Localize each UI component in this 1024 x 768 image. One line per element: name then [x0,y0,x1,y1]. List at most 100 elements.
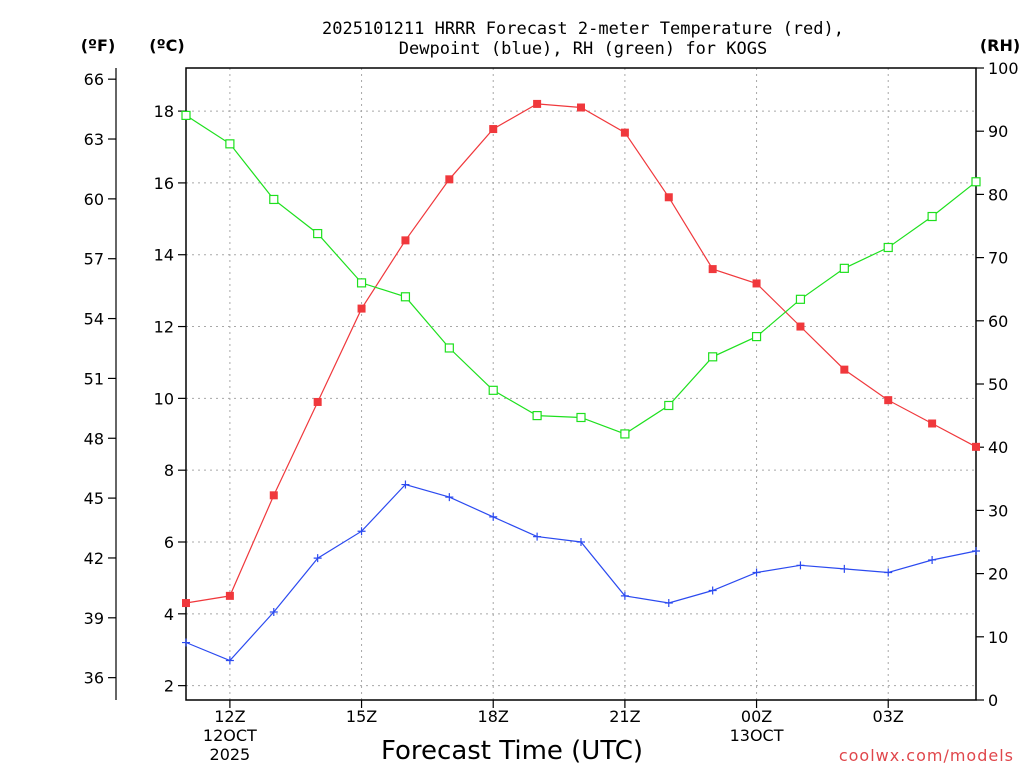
temperature-point [533,99,542,108]
time-tick-label: 03Z [873,707,904,726]
fahrenheit-tick-label: 36 [84,669,104,688]
time-tick-label: 12Z [214,707,245,726]
temperature-point [357,304,366,313]
rh-point [269,194,279,205]
celsius-unit-label: (ºC) [149,36,184,55]
rh-point [839,263,849,273]
time-tick-label: 18Z [478,707,509,726]
rh-tick-label: 80 [988,185,1008,204]
rh-point [488,385,498,395]
celsius-tick-label: 2 [164,677,174,696]
dewpoint-point [840,564,849,573]
celsius-tick-label: 14 [154,246,174,265]
data-series [181,99,981,665]
temperature-point [577,103,585,112]
rh-tick-label: 20 [988,565,1008,584]
temperature-point [884,396,893,405]
rh-point [620,429,630,439]
rh-tick-label: 10 [988,628,1008,647]
temperature-line [185,103,977,604]
fahrenheit-tick-label: 48 [84,429,104,448]
celsius-tick-label: 8 [164,461,174,480]
rh-tick-label: 70 [988,249,1008,268]
rh-point [971,177,981,187]
rh-point [356,278,367,288]
rh-point [664,400,674,411]
temperature-point [401,236,410,245]
x-axis-label: Forecast Time (UTC) [381,736,643,766]
grid-lines [186,68,976,700]
rh-point [225,139,235,149]
temperature-point [313,397,322,406]
temperature-point [752,279,761,288]
chart-title: 2025101211 HRRR Forecast 2-meter Tempera… [322,19,844,39]
temperature-point [928,419,937,428]
rh-tick-label: 90 [988,122,1008,141]
celsius-tick-label: 12 [154,318,174,337]
time-tick-label: 21Z [609,707,640,726]
fahrenheit-tick-label: 45 [84,489,104,508]
time-tick-label: 00Z [741,707,772,726]
rh-point [313,228,323,239]
year-tick-label: 2025 [210,745,251,764]
dewpoint-point [313,554,322,563]
temperature-point [445,175,454,184]
fahrenheit-tick-label: 51 [84,369,104,388]
dewpoint-point [796,561,805,570]
temperature-point [620,128,629,137]
rh-point [444,343,454,353]
rh-tick-label: 60 [988,312,1008,331]
temperature-point [489,125,498,134]
chart-title-line2: Dewpoint (blue), RH (green) for KOGS [399,39,767,59]
dewpoint-point [182,638,190,647]
fahrenheit-tick-label: 39 [84,609,104,628]
temperature-point [840,365,849,374]
dewpoint-point [577,538,585,546]
dewpoint-point [664,599,673,608]
fahrenheit-axis: 36 39 42 45 48 51 54 57 60 63 66 [84,70,116,688]
celsius-tick-label: 4 [164,605,174,624]
dewpoint-point [752,568,761,577]
rh-tick-label: 30 [988,501,1008,520]
rh-line [185,114,977,435]
dewpoint-point [269,608,278,617]
dewpoint-point [884,568,893,577]
celsius-axis: 2 4 6 8 10 12 14 16 18 [154,102,186,696]
fahrenheit-tick-label: 42 [84,549,104,568]
rh-point [927,211,937,222]
dewpoint-point [972,546,980,555]
temperature-point [708,265,717,274]
temperature-point [972,442,980,451]
dewpoint-point [225,656,234,665]
temperature-point [225,591,234,600]
plot-frame [185,67,977,701]
celsius-tick-label: 6 [164,533,174,552]
celsius-tick-label: 18 [154,102,174,121]
rh-point [883,242,893,253]
fahrenheit-tick-label: 66 [84,70,104,89]
rh-point [708,352,718,362]
dewpoint-point [928,555,937,564]
source-credit: coolwx.com/models [839,746,1014,765]
dewpoint-point [489,512,498,521]
rh-point [400,292,411,302]
dewpoint-point [401,480,410,489]
time-tick-label: 15Z [346,707,377,726]
dewpoint-line [185,483,977,662]
temperature-point [796,322,805,331]
rh-tick-label: 0 [988,691,998,710]
celsius-tick-label: 16 [154,174,174,193]
dewpoint-point [357,527,366,536]
dewpoint-point [620,591,629,600]
fahrenheit-tick-label: 63 [84,130,104,149]
fahrenheit-unit-label: (ºF) [81,36,116,55]
rh-point [532,411,542,421]
date-tick-label: 13OCT [730,726,784,745]
dewpoint-point [708,586,717,595]
rh-point [795,294,806,304]
rh-axis: 0 10 20 30 40 50 60 70 80 90 100 [976,59,1019,710]
date-tick-label: 12OCT [203,726,257,745]
fahrenheit-tick-label: 57 [84,250,104,269]
fahrenheit-tick-label: 60 [84,190,104,209]
